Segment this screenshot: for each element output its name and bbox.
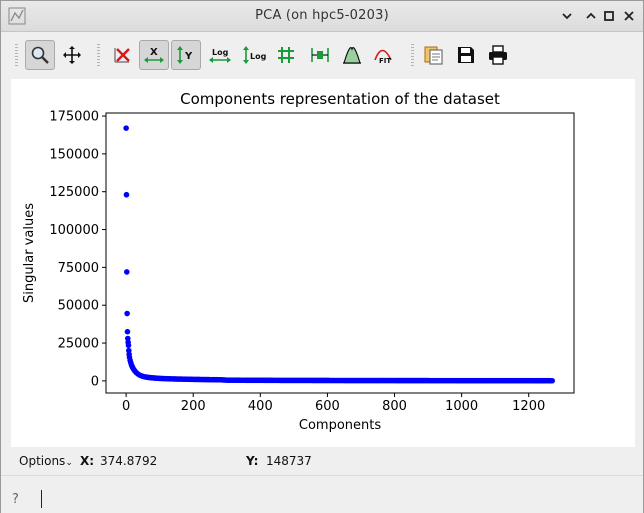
y-autoscale-button[interactable]: Y xyxy=(171,40,201,70)
y-tick-label: 75000 xyxy=(58,261,99,276)
y-tick-label: 25000 xyxy=(58,337,99,352)
data-point xyxy=(124,310,130,317)
x-tick-label: 800 xyxy=(382,399,407,414)
x-tick-label: 200 xyxy=(181,399,206,414)
chevron-down-icon: ⌄ xyxy=(65,458,73,468)
plot-canvas[interactable]: 0 200 400 600 800 1000 1200 0 25000 50000 75000 100… xyxy=(11,79,635,447)
x-tick-label: 1000 xyxy=(445,399,478,414)
magnifier-icon xyxy=(31,46,49,64)
y-axis-label: Singular values xyxy=(22,203,37,303)
zoom-button[interactable] xyxy=(25,40,55,70)
roi-button[interactable] xyxy=(337,40,367,70)
question-mark-icon[interactable]: ? xyxy=(12,492,19,507)
roi-peak-icon xyxy=(343,47,361,64)
minimize-button[interactable] xyxy=(581,6,601,26)
data-point xyxy=(124,328,131,335)
toolbar-separator xyxy=(411,44,414,66)
toolbar-separator xyxy=(97,44,100,66)
data-point xyxy=(548,377,554,384)
plot-toolbar: X Y Log Log xyxy=(1,32,643,78)
fit-icon: FIT xyxy=(374,49,392,65)
svg-text:Y: Y xyxy=(184,51,193,62)
x-tick-label: 400 xyxy=(248,399,273,414)
plot-frame xyxy=(105,112,575,394)
maximize-icon xyxy=(604,11,614,21)
data-point xyxy=(123,191,130,198)
move-arrows-icon xyxy=(63,46,81,64)
x-log-icon: Log xyxy=(209,48,231,63)
y-tick-label: 175000 xyxy=(49,110,99,125)
y-axis-icon: Y xyxy=(177,46,193,64)
data-point xyxy=(125,342,132,349)
grid-icon xyxy=(278,47,294,63)
y-tick-label: 50000 xyxy=(58,299,99,314)
chevron-up-icon xyxy=(586,12,596,19)
svg-text:Log: Log xyxy=(250,52,266,61)
y-log-button[interactable]: Log xyxy=(239,40,269,70)
save-button[interactable] xyxy=(451,40,481,70)
options-label: Options xyxy=(19,454,66,468)
x-tick-label: 600 xyxy=(315,399,340,414)
x-tick-label: 0 xyxy=(122,399,130,414)
print-button[interactable] xyxy=(483,40,513,70)
red-x-icon xyxy=(114,48,130,63)
text-cursor[interactable] xyxy=(41,490,42,508)
x-axis-label: Components xyxy=(299,418,381,433)
maximize-button[interactable] xyxy=(599,6,619,26)
svg-text:Log: Log xyxy=(212,48,229,57)
y-coordinate-value: 148737 xyxy=(266,454,312,468)
data-point xyxy=(124,269,130,275)
reset-zoom-button[interactable] xyxy=(107,40,137,70)
help-window-button[interactable] xyxy=(557,6,577,26)
curve-style-button[interactable] xyxy=(305,40,335,70)
pan-button[interactable] xyxy=(57,40,87,70)
title-bar[interactable]: PCA (on hpc5-0203) xyxy=(1,1,643,32)
x-log-button[interactable]: Log xyxy=(205,40,235,70)
y-log-icon: Log xyxy=(243,46,266,64)
y-tick-label: 150000 xyxy=(49,147,99,162)
grid-button[interactable] xyxy=(271,40,301,70)
x-tick-label: 1200 xyxy=(512,399,545,414)
svg-text:FIT: FIT xyxy=(379,57,391,65)
printer-icon xyxy=(489,45,507,65)
y-tick-label: 0 xyxy=(91,374,99,389)
floppy-disk-icon xyxy=(458,47,474,63)
y-coordinate-label: Y: xyxy=(246,454,259,468)
copy-button[interactable] xyxy=(419,40,449,70)
toolbar-grip[interactable] xyxy=(15,44,18,66)
chevron-down-icon xyxy=(562,13,572,20)
scatter-chart[interactable]: 0 200 400 600 800 1000 1200 0 25000 50000 75000 100… xyxy=(11,79,635,447)
curve-style-icon xyxy=(311,48,329,62)
window-title: PCA (on hpc5-0203) xyxy=(255,8,389,23)
app-icon xyxy=(8,7,26,25)
close-button[interactable] xyxy=(619,6,639,26)
svg-text:X: X xyxy=(150,47,158,58)
close-icon xyxy=(624,11,634,21)
fit-button[interactable]: FIT xyxy=(369,40,399,70)
chart-title: Components representation of the dataset xyxy=(180,90,500,108)
options-menu[interactable]: Options⌄ xyxy=(19,454,73,468)
bottom-bar: ? xyxy=(1,475,643,513)
x-coordinate-value: 374.8792 xyxy=(100,454,158,468)
data-point xyxy=(123,125,129,131)
status-bar: Options⌄ X: 374.8792 Y: 148737 xyxy=(1,448,643,474)
x-axis-icon: X xyxy=(144,47,164,63)
x-autoscale-button[interactable]: X xyxy=(139,40,169,70)
copy-clipboard-icon xyxy=(424,46,443,65)
y-tick-label: 100000 xyxy=(49,223,99,238)
x-coordinate-label: X: xyxy=(80,454,95,468)
y-tick-label: 125000 xyxy=(49,185,99,200)
